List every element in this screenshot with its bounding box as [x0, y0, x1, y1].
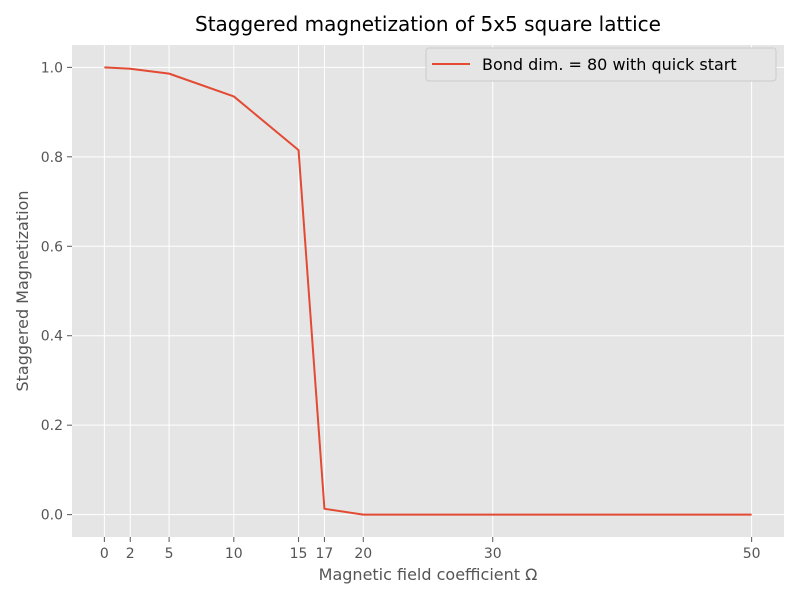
y-tick-label: 1.0: [41, 60, 63, 76]
legend: Bond dim. = 80 with quick start: [425, 47, 777, 82]
legend-box: [425, 47, 777, 82]
x-tick-label: 20: [354, 546, 372, 562]
y-tick-label: 0.8: [41, 150, 63, 166]
y-tick-label: 0.6: [41, 239, 63, 255]
chart-title: Staggered magnetization of 5x5 square la…: [195, 12, 661, 36]
x-tick-label: 17: [316, 546, 334, 562]
x-tick-label: 15: [290, 546, 308, 562]
series-layer: [104, 66, 752, 516]
x-ticks: 0 2 5 10 15 17 20 30 50: [100, 537, 761, 562]
x-tick-label: 30: [484, 546, 502, 562]
x-tick-label: 2: [126, 546, 135, 562]
x-axis-label: Magnetic field coefficient Ω: [319, 565, 538, 584]
x-tick-label: 0: [100, 546, 109, 562]
y-axis-label: Staggered Magnetization: [13, 190, 32, 391]
legend-label: Bond dim. = 80 with quick start: [482, 55, 737, 74]
y-tick-label: 0.2: [41, 418, 63, 434]
y-ticks: 0.0 0.2 0.4 0.6 0.8 1.0: [41, 60, 72, 524]
x-tick-label: 5: [165, 546, 174, 562]
series-line-0: [104, 66, 752, 516]
x-tick-label: 50: [743, 546, 761, 562]
plot-area: [72, 45, 784, 537]
x-tick-label: 10: [225, 546, 243, 562]
y-tick-label: 0.4: [41, 329, 63, 345]
y-tick-label: 0.0: [41, 508, 63, 524]
